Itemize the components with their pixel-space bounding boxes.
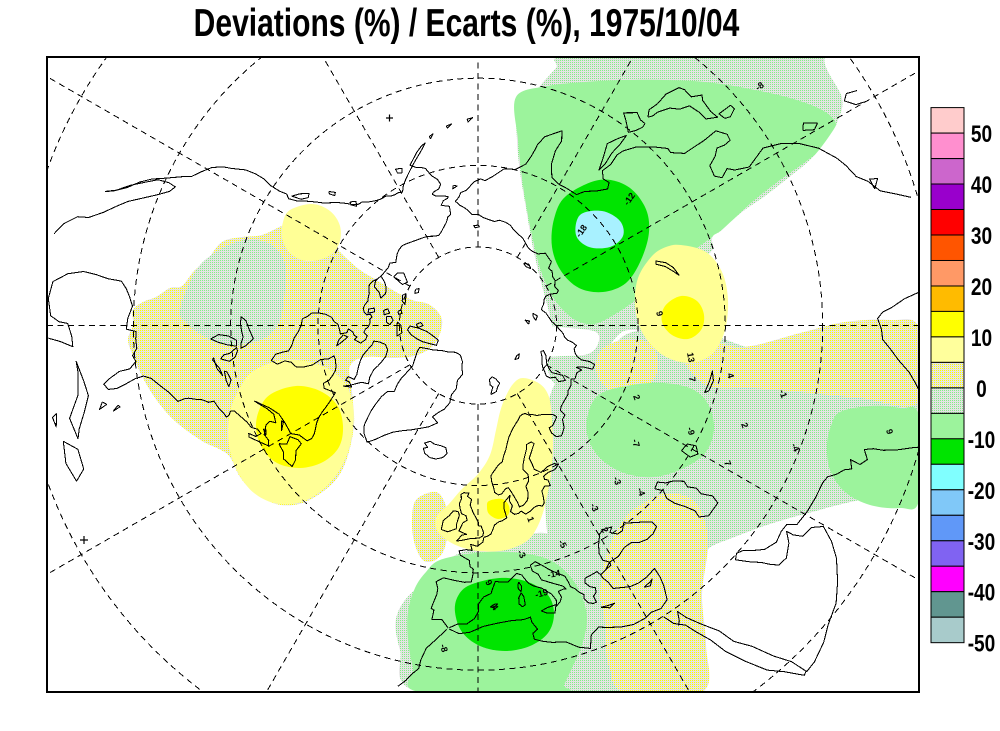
svg-text:10: 10 bbox=[971, 324, 992, 352]
svg-text:2: 2 bbox=[739, 421, 750, 429]
svg-text:-3: -3 bbox=[611, 475, 623, 486]
svg-text:-19: -19 bbox=[534, 587, 549, 600]
svg-text:-10: -10 bbox=[968, 425, 996, 453]
svg-text:-14: -14 bbox=[547, 568, 562, 580]
svg-text:-4: -4 bbox=[789, 442, 801, 453]
svg-text:-3: -3 bbox=[588, 502, 600, 513]
svg-text:-5: -5 bbox=[556, 538, 569, 550]
svg-text:Deviations (%) / Ecarts (%), 1: Deviations (%) / Ecarts (%), 1975/10/04 bbox=[194, 3, 740, 45]
svg-text:2: 2 bbox=[599, 526, 610, 535]
svg-text:-9: -9 bbox=[685, 426, 697, 436]
svg-text:30: 30 bbox=[971, 222, 992, 250]
svg-text:40: 40 bbox=[971, 171, 992, 199]
svg-text:-7: -7 bbox=[630, 438, 642, 448]
svg-text:7: 7 bbox=[722, 459, 733, 467]
svg-text:50: 50 bbox=[971, 120, 992, 148]
svg-text:4: 4 bbox=[725, 372, 736, 379]
svg-text:20: 20 bbox=[971, 273, 992, 301]
svg-text:1: 1 bbox=[525, 515, 536, 523]
svg-text:9: 9 bbox=[483, 578, 494, 587]
svg-text:-20: -20 bbox=[968, 476, 996, 504]
svg-text:-3: -3 bbox=[515, 548, 528, 560]
svg-text:-40: -40 bbox=[968, 578, 996, 606]
svg-text:-1: -1 bbox=[777, 388, 789, 399]
svg-text:2: 2 bbox=[631, 393, 642, 401]
svg-text:-30: -30 bbox=[968, 527, 996, 555]
svg-text:7: 7 bbox=[687, 376, 697, 382]
svg-text:-4: -4 bbox=[635, 486, 647, 497]
svg-text:4: 4 bbox=[489, 602, 500, 612]
svg-text:-50: -50 bbox=[968, 629, 996, 657]
svg-text:13: 13 bbox=[685, 352, 697, 364]
svg-text:9: 9 bbox=[654, 310, 665, 317]
svg-text:9: 9 bbox=[884, 428, 895, 435]
svg-text:0: 0 bbox=[976, 375, 987, 403]
svg-text:-8: -8 bbox=[438, 643, 450, 653]
